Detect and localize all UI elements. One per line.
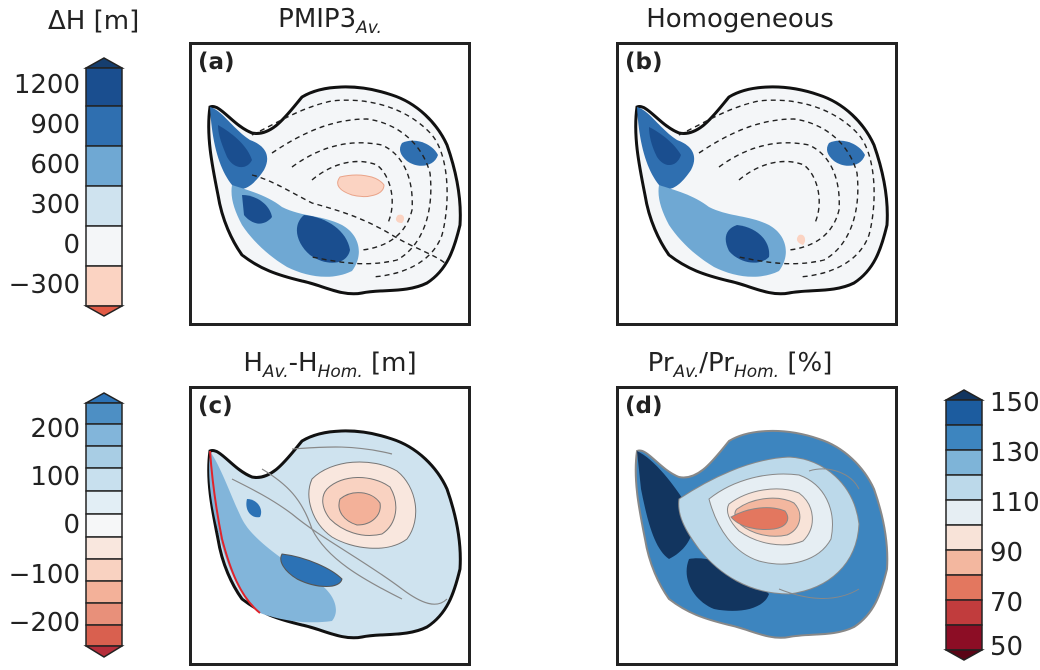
br-cbar-tick-1: 150 xyxy=(990,388,1040,418)
top-cbar-tick-6: −300 xyxy=(8,270,80,300)
panel-b: (b) xyxy=(616,42,898,326)
panel-c: (c) xyxy=(189,386,471,666)
br-cbar-tick-3: 110 xyxy=(990,488,1040,518)
br-cbar-tick-6: 50 xyxy=(990,632,1024,662)
br-cbar-tick-5: 70 xyxy=(990,588,1024,618)
top-cbar-tick-3: 600 xyxy=(30,150,80,180)
bl-cbar-tick-2: 100 xyxy=(30,462,80,492)
top-cbar-tick-5: 0 xyxy=(63,230,80,260)
panel-d-title: PrAv./PrHom. [%] xyxy=(647,348,833,383)
panel-b-label: (b) xyxy=(625,49,663,75)
panel-a-label: (a) xyxy=(198,49,235,75)
top-colorbar-title: ΔH [m] xyxy=(48,6,140,36)
top-cbar-tick-2: 900 xyxy=(30,110,80,140)
panel-d-label: (d) xyxy=(625,393,663,419)
bl-cbar-tick-1: 200 xyxy=(30,414,80,444)
panel-a: (a) xyxy=(189,42,471,326)
br-cbar-tick-2: 130 xyxy=(990,438,1040,468)
bl-cbar-tick-3: 0 xyxy=(63,510,80,540)
br-cbar-tick-4: 90 xyxy=(990,538,1024,568)
bl-cbar-tick-5: −200 xyxy=(8,608,80,638)
panel-b-title: Homogeneous xyxy=(646,4,834,34)
panel-d: (d) xyxy=(616,386,898,666)
bl-cbar-tick-4: −100 xyxy=(8,560,80,590)
top-cbar-tick-1: 1200 xyxy=(13,70,80,100)
panel-a-title: PMIP3Av. xyxy=(278,4,382,39)
top-cbar-tick-4: 300 xyxy=(30,190,80,220)
panel-c-label: (c) xyxy=(198,393,233,419)
panel-c-title: HAv.-HHom. [m] xyxy=(243,348,417,383)
